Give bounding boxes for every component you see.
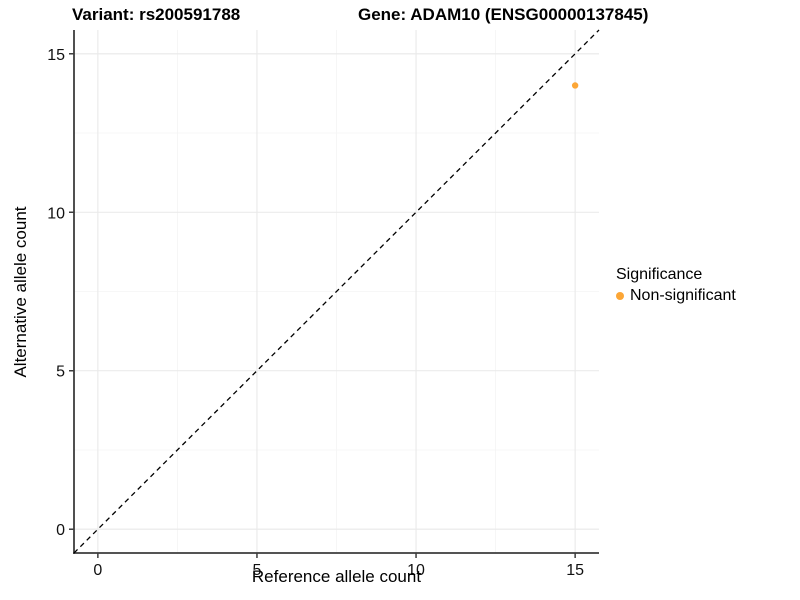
x-tick-label: 15 bbox=[566, 562, 584, 579]
x-axis-title: Reference allele count bbox=[251, 567, 422, 586]
y-tick-label: 5 bbox=[56, 364, 65, 381]
y-axis-title: Alternative allele count bbox=[11, 206, 30, 378]
data-point bbox=[571, 82, 579, 89]
axis-lines bbox=[73, 30, 599, 554]
minor-gridlines bbox=[74, 30, 599, 553]
legend-item: Non-significant bbox=[616, 287, 736, 305]
legend-item-label: Non-significant bbox=[630, 287, 736, 304]
legend-title: Significance bbox=[616, 266, 703, 283]
identity-reference-line bbox=[73, 29, 600, 554]
x-tick-label: 10 bbox=[407, 562, 425, 579]
y-tick-label: 15 bbox=[47, 47, 65, 64]
variant-title: Variant: rs200591788 bbox=[72, 5, 241, 24]
legend-point-swatch bbox=[616, 292, 624, 300]
major-gridlines bbox=[74, 30, 599, 553]
y-tick-label: 0 bbox=[56, 522, 65, 539]
x-tick-label: 0 bbox=[93, 562, 102, 579]
legend: Significance Non-significant bbox=[616, 266, 736, 305]
gene-title: Gene: ADAM10 (ENSG00000137845) bbox=[358, 5, 649, 24]
data-points bbox=[571, 82, 579, 89]
x-tick-label: 5 bbox=[253, 562, 262, 579]
axis-tick-marks bbox=[69, 53, 576, 558]
y-tick-label: 10 bbox=[47, 205, 65, 222]
axis-tick-labels: 0 5 10 15 0 5 10 15 bbox=[47, 47, 584, 579]
